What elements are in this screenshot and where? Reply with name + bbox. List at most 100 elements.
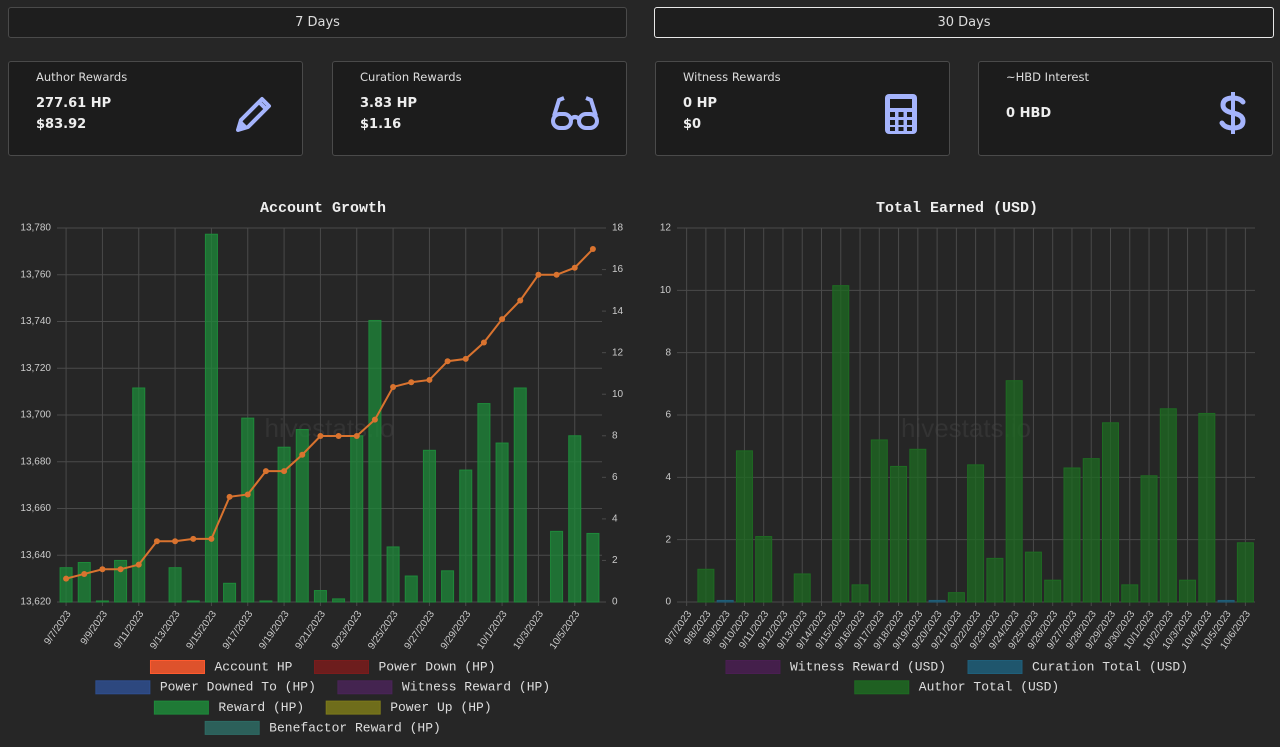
- y2-tick-label: 16: [612, 264, 624, 275]
- legend-swatch: [725, 660, 781, 674]
- y-tick-label: 13,680: [20, 456, 51, 467]
- bar: [95, 600, 109, 603]
- point: [426, 376, 433, 383]
- point: [517, 297, 524, 304]
- y2-tick-label: 12: [612, 347, 624, 358]
- legend-label: Witness Reward (HP): [402, 680, 550, 695]
- point: [589, 246, 596, 253]
- bar: [1217, 599, 1235, 603]
- y-tick-label: 8: [665, 347, 671, 358]
- legend-label: Witness Reward (USD): [790, 659, 946, 674]
- x-tick-label: 9/21/2023: [294, 609, 329, 652]
- bar: [350, 435, 364, 603]
- point: [208, 535, 215, 542]
- y2-tick-label: 14: [612, 306, 624, 317]
- bar: [890, 465, 908, 603]
- chart-title: Total Earned (USD): [876, 200, 1038, 217]
- y2-tick-label: 2: [612, 555, 618, 566]
- point: [135, 561, 142, 568]
- legend-label: Curation Total (USD): [1032, 659, 1188, 674]
- legend-swatch: [149, 660, 205, 674]
- point: [499, 316, 506, 323]
- card-value: $0: [683, 117, 702, 132]
- tab[interactable]: 7 Days: [8, 7, 627, 38]
- bar: [832, 285, 850, 603]
- point: [172, 538, 179, 545]
- legend-swatch: [337, 680, 393, 695]
- chart-title: Account Growth: [260, 200, 386, 217]
- bar: [1082, 458, 1100, 603]
- card-title: Curation Rewards: [360, 70, 462, 84]
- y-tick-label: 13,620: [20, 597, 51, 608]
- bar: [1140, 475, 1158, 603]
- bar: [568, 435, 582, 603]
- bar: [241, 417, 255, 603]
- point: [262, 468, 269, 475]
- bar: [947, 592, 965, 603]
- legend-label: Benefactor Reward (HP): [269, 720, 441, 735]
- point: [190, 535, 197, 542]
- legend-label: Power Up (HP): [390, 700, 491, 715]
- bar: [77, 562, 91, 603]
- bar: [550, 530, 564, 603]
- pencil-icon: [236, 97, 271, 132]
- legend-label: Power Downed To (HP): [160, 680, 316, 695]
- bar: [586, 532, 600, 603]
- bar: [477, 403, 491, 603]
- x-tick-label: 9/15/2023: [185, 609, 220, 652]
- legend-label: Account HP: [214, 659, 292, 674]
- y-tick-label: 13,640: [20, 550, 51, 561]
- point: [299, 451, 306, 458]
- bar: [422, 449, 436, 603]
- y2-tick-label: 4: [612, 514, 618, 525]
- bar: [1063, 467, 1081, 603]
- card: Curation Rewards 3.83 HP $1.16: [332, 61, 627, 156]
- bar: [441, 570, 455, 603]
- bar: [793, 573, 811, 603]
- bar: [1102, 422, 1119, 603]
- card-value: 277.61 HP: [36, 96, 112, 111]
- bar: [928, 599, 946, 603]
- legend-swatch: [95, 680, 151, 695]
- y-tick-label: 13,700: [20, 410, 51, 421]
- bar: [386, 546, 400, 603]
- x-tick-label: 9/19/2023: [257, 609, 292, 652]
- x-tick-label: 9/13/2023: [148, 609, 183, 652]
- point: [462, 355, 469, 362]
- bar: [277, 446, 291, 603]
- bar: [986, 557, 1004, 603]
- x-tick-label: 9/25/2023: [366, 609, 401, 652]
- bar: [459, 469, 473, 603]
- point: [317, 433, 324, 440]
- y-tick-label: 13,660: [20, 503, 51, 514]
- y-tick-label: 12: [660, 223, 672, 234]
- point: [553, 271, 560, 278]
- calculator-icon: [885, 94, 917, 134]
- x-tick-label: 9/29/2023: [439, 609, 474, 652]
- tab-active[interactable]: 30 Days: [654, 7, 1274, 38]
- bar: [1198, 412, 1216, 603]
- legend-swatch: [153, 700, 209, 715]
- x-tick-label: 9/23/2023: [330, 609, 365, 652]
- point: [353, 433, 360, 440]
- bar: [513, 387, 527, 603]
- point: [335, 433, 342, 440]
- bar: [186, 600, 200, 603]
- point: [81, 570, 88, 577]
- point: [444, 358, 451, 365]
- y-tick-label: 10: [660, 285, 672, 296]
- bar: [114, 559, 128, 603]
- bar: [204, 233, 218, 603]
- bar: [168, 567, 182, 603]
- legend-swatch: [967, 660, 1023, 674]
- x-tick-label: 9/9/2023: [79, 609, 111, 648]
- legend-label: Power Down (HP): [378, 659, 495, 674]
- bar: [967, 464, 985, 603]
- legend-swatch: [854, 680, 910, 695]
- bar: [1024, 551, 1042, 603]
- card-value: 0 HP: [683, 96, 717, 111]
- legend-label: Reward (HP): [218, 700, 304, 715]
- y2-tick-label: 18: [612, 223, 624, 234]
